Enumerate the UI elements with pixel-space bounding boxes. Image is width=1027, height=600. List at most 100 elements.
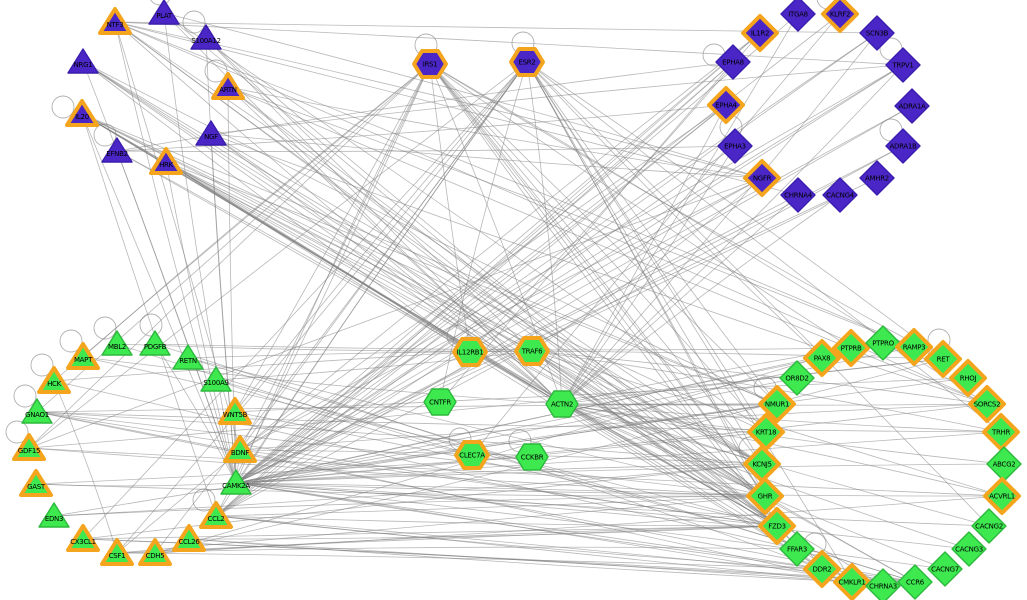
node-SCN3B[interactable]: SCN3B — [859, 15, 895, 51]
diamond-shape — [758, 385, 796, 423]
self-loop — [13, 384, 37, 408]
diamond-shape — [715, 44, 751, 80]
node-GAST[interactable]: GAST — [19, 469, 53, 497]
triangle-shape — [38, 502, 70, 528]
diamond-shape — [803, 550, 841, 588]
node-IRS1[interactable]: IRS1 — [412, 49, 448, 79]
node-RETN[interactable]: RETN — [172, 344, 204, 370]
diamond-shape — [741, 14, 779, 52]
node-NGFR[interactable]: NGFR — [743, 159, 781, 197]
diamond-shape — [707, 86, 745, 124]
hexagon-shape — [515, 443, 549, 471]
edge — [53, 351, 471, 382]
edge — [188, 538, 853, 583]
triangle-shape — [172, 344, 204, 370]
node-ADRA1A[interactable]: ADRA1A — [894, 88, 930, 124]
node-NRG1[interactable]: NRG1 — [67, 48, 99, 74]
node-CLEC7A[interactable]: CLEC7A — [454, 440, 490, 470]
node-S100A12[interactable]: S100A12 — [190, 24, 222, 50]
edge — [561, 13, 799, 405]
edge — [28, 447, 766, 497]
hexagon-shape — [454, 440, 490, 470]
triangle-shape — [223, 435, 257, 463]
hexagon-shape — [514, 336, 550, 366]
node-CHRNA4[interactable]: CHRNA4 — [780, 177, 816, 213]
edge — [28, 177, 763, 449]
node-CCKBR[interactable]: CCKBR — [515, 443, 549, 471]
edge — [561, 194, 841, 405]
node-OR8D2[interactable]: OR8D2 — [779, 360, 815, 396]
edge — [82, 63, 431, 358]
node-EDN3[interactable]: EDN3 — [38, 502, 70, 528]
triangle-shape — [19, 469, 53, 497]
edge — [526, 61, 1002, 433]
diamond-shape — [717, 128, 753, 164]
node-ITGA8[interactable]: ITGA8 — [780, 0, 816, 32]
edge — [561, 403, 1003, 497]
node-ADRA1B[interactable]: ADRA1B — [885, 128, 921, 164]
triangle-shape — [211, 72, 245, 100]
node-PDGFB[interactable]: PDGFB — [139, 330, 171, 356]
edge — [239, 64, 904, 451]
edge — [36, 411, 916, 583]
edge — [82, 463, 763, 540]
node-TRPV1[interactable]: TRPV1 — [885, 47, 921, 83]
node-ACTN2[interactable]: ACTN2 — [545, 390, 579, 418]
edge — [561, 403, 766, 497]
edge — [239, 449, 778, 527]
node-ABCG2[interactable]: ABCG2 — [986, 446, 1022, 482]
node-CACNG4[interactable]: CACNG4 — [822, 177, 858, 213]
node-IL20[interactable]: IL20 — [65, 99, 99, 127]
edge — [469, 32, 761, 353]
diamond-shape — [983, 477, 1021, 515]
edge — [116, 32, 761, 554]
node-IL12RB1[interactable]: IL12RB1 — [452, 337, 488, 367]
node-ESR2[interactable]: ESR2 — [509, 47, 545, 77]
diamond-shape — [743, 159, 781, 197]
node-CCL26[interactable]: CCL26 — [172, 524, 206, 552]
edge — [561, 403, 778, 527]
edge — [239, 63, 431, 451]
edge — [561, 403, 1002, 433]
edge — [239, 61, 528, 451]
edge — [81, 113, 237, 484]
edge — [35, 482, 237, 487]
edge — [28, 61, 528, 449]
edge — [205, 37, 533, 352]
node-NTF3[interactable]: NTF3 — [98, 7, 132, 35]
node-CNTFR[interactable]: CNTFR — [423, 388, 457, 416]
edge — [531, 350, 763, 465]
node-MBL2[interactable]: MBL2 — [101, 330, 133, 356]
edge — [561, 358, 944, 405]
edge — [235, 13, 841, 484]
edge — [163, 12, 767, 433]
node-WNT5B[interactable]: WNT5B — [218, 397, 252, 425]
edge — [235, 63, 431, 484]
edge — [28, 63, 431, 449]
edge — [429, 63, 852, 349]
node-TRAF6[interactable]: TRAF6 — [514, 336, 550, 366]
diamond-shape — [780, 177, 816, 213]
edge — [235, 32, 878, 484]
node-IL1R2[interactable]: IL1R2 — [741, 14, 779, 52]
node-CCR6[interactable]: CCR6 — [897, 564, 933, 600]
node-KLRF2[interactable]: KLRF2 — [821, 0, 859, 33]
edge — [429, 63, 767, 433]
edge — [531, 350, 766, 497]
node-CACNG3[interactable]: CACNG3 — [951, 531, 987, 567]
triangle-shape — [67, 48, 99, 74]
edge — [82, 356, 563, 405]
node-CACNG7[interactable]: CACNG7 — [927, 551, 963, 587]
edge — [165, 161, 823, 570]
edge — [82, 61, 471, 353]
edge — [471, 13, 841, 456]
node-ACVRL1[interactable]: ACVRL1 — [983, 477, 1021, 515]
node-PLAT[interactable]: PLAT — [148, 0, 180, 25]
self-loop — [182, 10, 206, 34]
edge — [215, 495, 766, 517]
edge — [215, 105, 913, 517]
self-loop — [204, 59, 228, 83]
node-ARTN[interactable]: ARTN — [211, 72, 245, 100]
edge — [234, 63, 431, 413]
